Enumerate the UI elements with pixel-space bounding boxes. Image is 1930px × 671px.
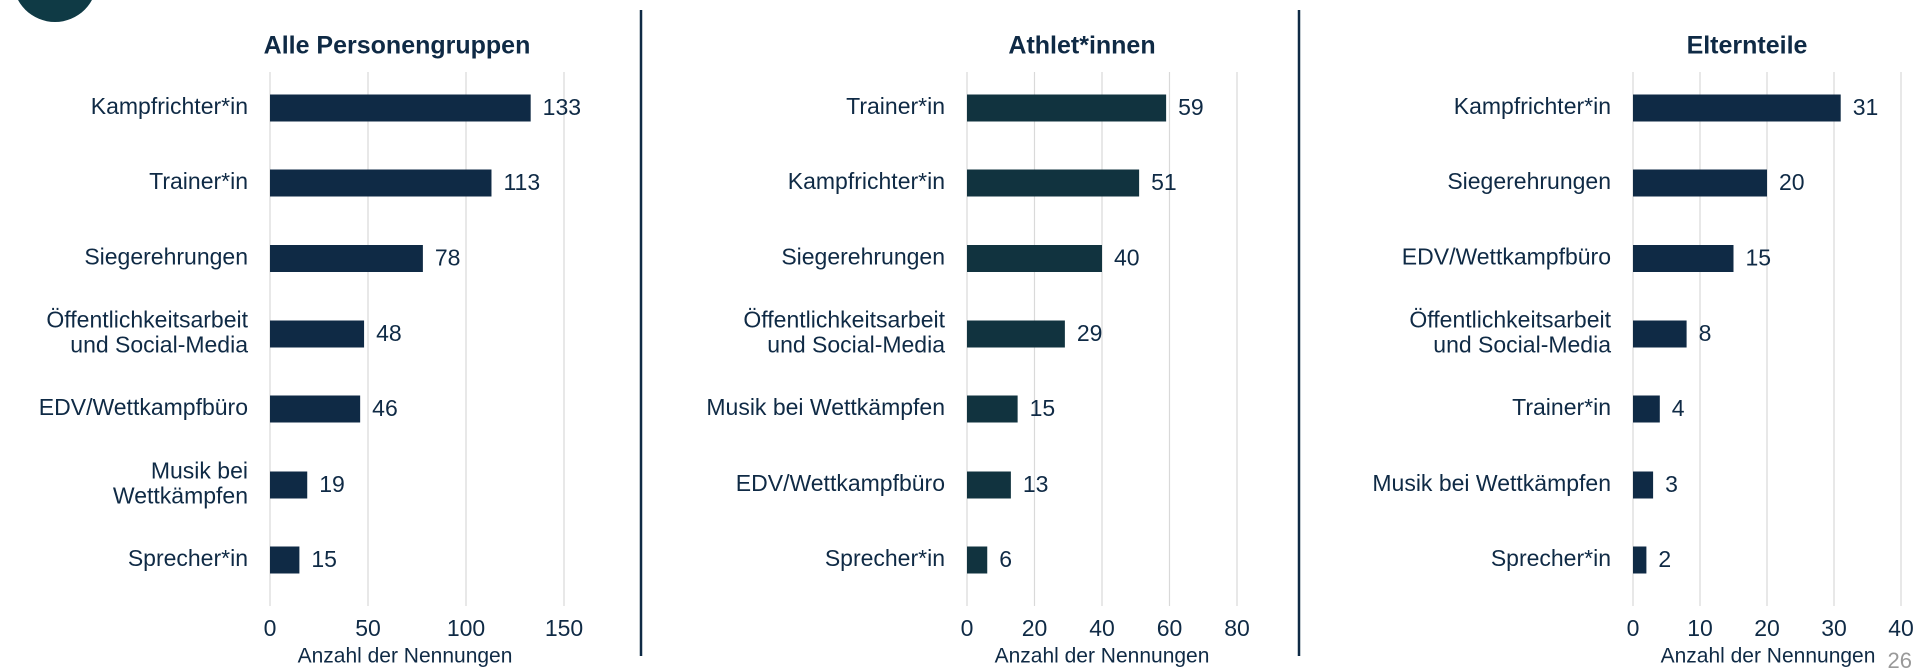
data-label: 29 bbox=[1077, 320, 1103, 346]
data-label: 13 bbox=[1023, 471, 1049, 497]
bar bbox=[1633, 169, 1767, 197]
y-tick-label: Öffentlichkeitsarbeit und Social-Media bbox=[46, 306, 248, 357]
bar bbox=[1633, 395, 1660, 423]
y-tick-label: Siegerehrungen bbox=[1447, 168, 1611, 194]
y-tick-label: Musik bei Wettkämpfen bbox=[706, 394, 945, 420]
y-tick-label: EDV/Wettkampfbüro bbox=[1402, 244, 1611, 270]
data-label: 113 bbox=[503, 169, 540, 195]
bar bbox=[967, 245, 1102, 272]
data-label: 31 bbox=[1853, 94, 1879, 120]
bar bbox=[1633, 546, 1647, 574]
data-label: 15 bbox=[311, 546, 337, 572]
bar bbox=[967, 546, 988, 574]
bar bbox=[1633, 245, 1734, 272]
data-label: 78 bbox=[435, 245, 461, 271]
y-tick-label: Sprecher*in bbox=[825, 545, 945, 571]
x-tick-label: 0 bbox=[264, 615, 277, 641]
y-tick-label: Kampfrichter*in bbox=[788, 168, 945, 194]
data-label: 8 bbox=[1699, 320, 1712, 346]
data-label: 19 bbox=[319, 471, 345, 497]
bar bbox=[967, 169, 1140, 197]
y-tick-label: Kampfrichter*in bbox=[1454, 93, 1611, 119]
x-tick-label: 100 bbox=[447, 615, 485, 641]
bar bbox=[270, 245, 423, 272]
y-tick-label: EDV/Wettkampfbüro bbox=[39, 394, 248, 420]
bar bbox=[270, 395, 361, 423]
y-tick-label: Siegerehrungen bbox=[781, 244, 945, 270]
y-tick-label: Musik bei Wettkämpfen bbox=[113, 457, 248, 508]
bar bbox=[270, 169, 492, 197]
data-label: 6 bbox=[999, 546, 1012, 572]
y-tick-label: Musik bei Wettkämpfen bbox=[1372, 470, 1611, 496]
x-tick-label: 50 bbox=[355, 615, 381, 641]
data-label: 15 bbox=[1746, 245, 1772, 271]
y-tick-label: Trainer*in bbox=[149, 168, 248, 194]
bar bbox=[270, 94, 531, 122]
data-label: 51 bbox=[1151, 169, 1177, 195]
x-tick-label: 20 bbox=[1022, 615, 1048, 641]
y-tick-label: Siegerehrungen bbox=[84, 244, 248, 270]
bar bbox=[1633, 320, 1687, 348]
data-label: 20 bbox=[1779, 169, 1805, 195]
x-axis-label: Anzahl der Nennungen bbox=[995, 645, 1210, 668]
chart-title: Athlet*innen bbox=[1008, 32, 1155, 60]
x-tick-label: 40 bbox=[1089, 615, 1115, 641]
y-tick-label: Öffentlichkeitsarbeit und Social-Media bbox=[1409, 306, 1611, 357]
bar bbox=[1633, 471, 1654, 499]
y-tick-label: EDV/Wettkampfbüro bbox=[736, 470, 945, 496]
y-tick-label: Sprecher*in bbox=[1491, 545, 1611, 571]
x-tick-label: 20 bbox=[1754, 615, 1780, 641]
x-axis-label: Anzahl der Nennungen bbox=[1661, 645, 1876, 668]
y-tick-label: Trainer*in bbox=[1512, 394, 1611, 420]
x-tick-label: 60 bbox=[1157, 615, 1183, 641]
data-label: 46 bbox=[372, 395, 398, 421]
bar bbox=[1633, 94, 1841, 122]
x-tick-label: 30 bbox=[1821, 615, 1847, 641]
x-tick-label: 0 bbox=[961, 615, 974, 641]
x-tick-label: 10 bbox=[1687, 615, 1713, 641]
x-tick-label: 150 bbox=[545, 615, 583, 641]
bar bbox=[270, 471, 308, 499]
y-tick-label: Öffentlichkeitsarbeit und Social-Media bbox=[743, 306, 945, 357]
y-tick-label: Sprecher*in bbox=[128, 545, 248, 571]
x-tick-label: 0 bbox=[1627, 615, 1640, 641]
bar bbox=[270, 546, 300, 574]
data-label: 3 bbox=[1665, 471, 1678, 497]
bar bbox=[270, 320, 365, 348]
data-label: 4 bbox=[1672, 395, 1685, 421]
bar bbox=[967, 94, 1167, 122]
data-label: 48 bbox=[376, 320, 402, 346]
data-label: 2 bbox=[1658, 546, 1671, 572]
chart-title: Elternteile bbox=[1687, 32, 1808, 60]
data-label: 59 bbox=[1178, 94, 1204, 120]
x-axis-label: Anzahl der Nennungen bbox=[298, 645, 513, 668]
data-label: 133 bbox=[543, 94, 581, 120]
logo bbox=[18, 0, 92, 22]
page-number: 26 bbox=[1888, 648, 1912, 671]
x-tick-label: 80 bbox=[1224, 615, 1250, 641]
x-tick-label: 40 bbox=[1888, 615, 1914, 641]
bar bbox=[967, 320, 1065, 348]
chart-title: Alle Personengruppen bbox=[264, 32, 531, 60]
bar bbox=[967, 471, 1011, 499]
y-tick-label: Kampfrichter*in bbox=[91, 93, 248, 119]
y-tick-label: Trainer*in bbox=[846, 93, 945, 119]
bar bbox=[967, 395, 1018, 423]
data-label: 15 bbox=[1030, 395, 1056, 421]
data-label: 40 bbox=[1114, 245, 1140, 271]
